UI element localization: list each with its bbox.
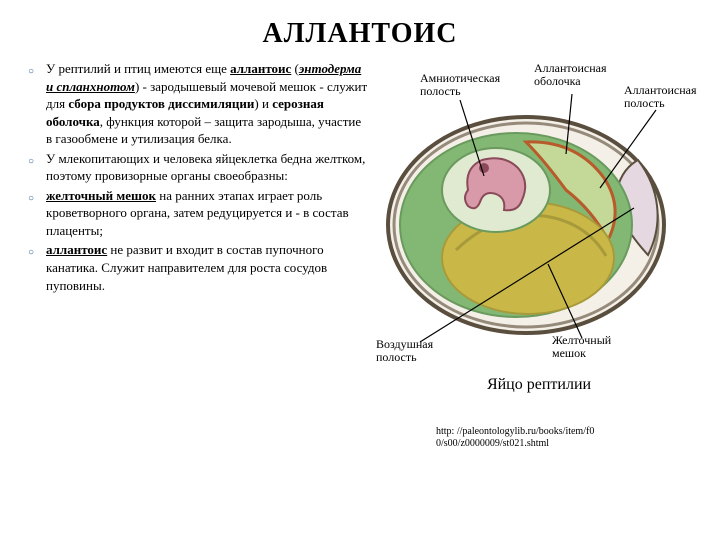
bullet-item: желточный мешок на ранних этапах играет … (28, 187, 368, 240)
bullet-text: У рептилий и птиц имеются еще аллантоис … (46, 60, 368, 148)
bullet-item: У рептилий и птиц имеются еще аллантоис … (28, 60, 368, 148)
page-title: АЛЛАНТОИС (0, 0, 720, 60)
label-yolk: Желточныймешок (552, 334, 611, 360)
egg-diagram: Амниотическаяполость Аллантоиснаяоболочк… (376, 60, 696, 370)
bullet-text: У млекопитающих и человека яйцеклетка бе… (46, 150, 368, 185)
link-line-2: 0/s00/z0000009/st021.shtml (436, 438, 549, 449)
bullet-marker (28, 61, 46, 149)
source-link: http: //paleontologylib.ru/books/item/f0… (376, 426, 702, 450)
link-line-1: http: //paleontologylib.ru/books/item/f0 (436, 426, 594, 437)
bullet-item: аллантоис не развит и входит в состав пу… (28, 241, 368, 294)
label-amniotic: Амниотическаяполость (420, 72, 500, 98)
bullet-text: аллантоис не развит и входит в состав пу… (46, 241, 368, 294)
bullet-list: У рептилий и птиц имеются еще аллантоис … (28, 60, 368, 450)
figure-caption: Яйцо рептилии (376, 376, 702, 394)
bullet-item: У млекопитающих и человека яйцеклетка бе… (28, 150, 368, 185)
bullet-marker (28, 151, 46, 186)
bullet-marker (28, 188, 46, 241)
figure-column: Амниотическаяполость Аллантоиснаяоболочк… (368, 60, 702, 450)
content-area: У рептилий и птиц имеются еще аллантоис … (0, 60, 720, 450)
label-allantois-shell: Аллантоиснаяоболочка (534, 62, 607, 88)
bullet-text: желточный мешок на ранних этапах играет … (46, 187, 368, 240)
label-air: Воздушнаяполость (376, 338, 433, 364)
bullet-marker (28, 242, 46, 295)
label-allantois-cavity: Аллантоиснаяполость (624, 84, 697, 110)
